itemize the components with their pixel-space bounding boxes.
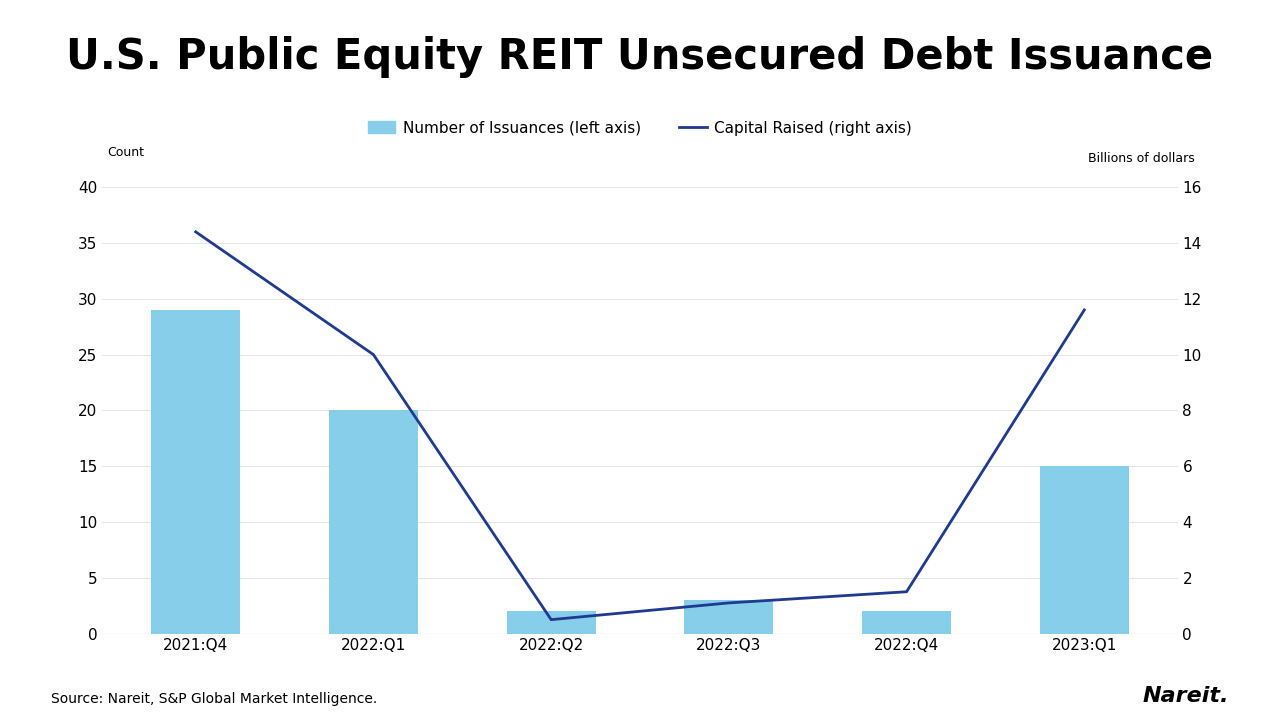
Bar: [1039, 467, 1129, 634]
Text: Nareit.: Nareit.: [1142, 685, 1229, 706]
Bar: [863, 611, 951, 634]
Bar: [329, 410, 417, 634]
Bar: [507, 611, 595, 634]
Text: U.S. Public Equity REIT Unsecured Debt Issuance: U.S. Public Equity REIT Unsecured Debt I…: [67, 36, 1213, 78]
Legend: Number of Issuances (left axis), Capital Raised (right axis): Number of Issuances (left axis), Capital…: [362, 114, 918, 142]
Bar: [151, 310, 241, 634]
Bar: [685, 600, 773, 634]
Text: Count: Count: [106, 146, 143, 159]
Text: Billions of dollars: Billions of dollars: [1088, 152, 1194, 165]
Text: Source: Nareit, S&P Global Market Intelligence.: Source: Nareit, S&P Global Market Intell…: [51, 692, 378, 706]
